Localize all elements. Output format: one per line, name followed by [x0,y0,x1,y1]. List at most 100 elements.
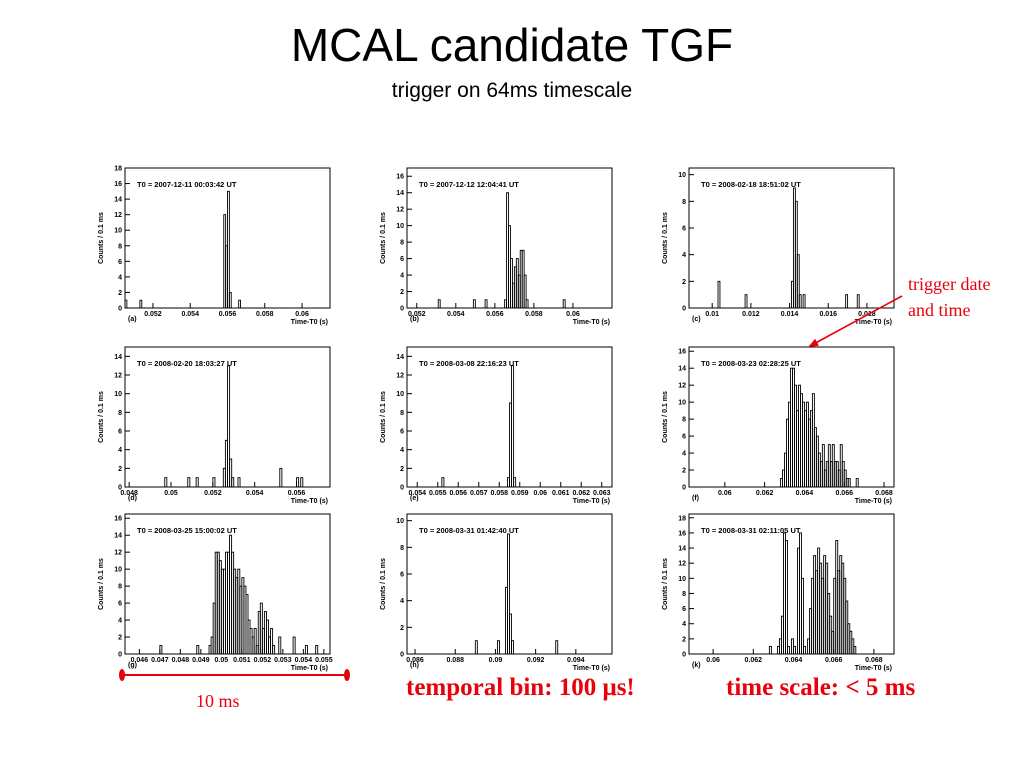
panel-letter: (h) [410,662,419,669]
page-title: MCAL candidate TGF [290,19,734,71]
histogram-bin [474,640,478,655]
y-tick-label: 2 [682,468,686,475]
x-tick-label: 0.066 [825,657,843,664]
x-tick-label: 0.06 [706,657,720,664]
x-tick-label: 0.052 [204,490,222,497]
y-axis-label: Counts / 0.1 ms [380,558,387,610]
y-tick-label: 4 [118,618,122,625]
histogram-bin [231,477,235,488]
x-tick-label: 0.062 [745,657,763,664]
y-tick-label: 12 [114,550,122,557]
x-tick-label: 0.088 [446,657,464,664]
histogram-bin [509,613,512,655]
x-tick-label: 0.05 [215,657,229,664]
histogram-bin [278,636,282,655]
histogram-bin [304,645,308,655]
histogram-bin [507,533,510,655]
x-tick-label: 0.053 [274,657,292,664]
histogram-bin [796,254,800,309]
x-tick-label: 0.052 [144,311,162,318]
histogram-bin [496,640,500,655]
x-tick-label: 0.048 [172,657,190,664]
y-axis-label: Counts / 0.1 ms [662,558,669,610]
histogram-bin [472,299,476,309]
y-tick-label: 16 [396,174,404,181]
histogram-bin [196,645,200,655]
histogram-bin [562,299,566,309]
x-tick-label: 0.054 [295,657,313,664]
x-axis-label: Time-T0 (s) [291,319,328,326]
y-tick-label: 8 [118,410,122,417]
y-tick-label: 14 [396,190,404,197]
y-tick-label: 16 [114,181,122,188]
histogram-bin [124,299,128,309]
y-tick-label: 4 [400,273,404,280]
x-tick-label: 0.055 [315,657,333,664]
histogram-bin [187,477,191,488]
x-tick-label: 0.064 [785,657,803,664]
x-axis-label: Time-T0 (s) [573,665,610,672]
plot-frame [688,513,895,655]
y-tick-label: 4 [118,274,122,281]
panel-letter: (b) [410,316,419,323]
x-tick-label: 0.06 [295,311,309,318]
histogram-bin [229,458,233,488]
x-tick-label: 0.086 [406,657,424,664]
histogram-bin [744,294,748,309]
y-tick-label: 10 [396,391,404,398]
x-tick-label: 0.018 [858,311,876,318]
y-tick-label: 10 [396,518,404,525]
y-tick-label: 10 [678,576,686,583]
y-tick-label: 0 [118,485,122,492]
x-tick-label: 0.049 [192,657,210,664]
histogram-bin [212,477,216,488]
histogram-bin [511,640,514,655]
x-tick-label: 0.048 [120,490,138,497]
histogram-bin [484,299,488,309]
histogram-bin [525,299,529,309]
histogram-panel: 0 2 4 6 8 10 12 14 16 0.052 0.054 0.056 0.058 0.06Tim… [380,167,613,326]
y-tick-label: 6 [118,259,122,266]
y-tick-label: 12 [678,383,686,390]
y-axis-label: Counts / 0.1 ms [662,212,669,264]
x-tick-label: 0.012 [742,311,760,318]
y-tick-label: 2 [400,466,404,473]
panel-letter: (f) [692,495,699,502]
y-tick-label: 2 [400,289,404,296]
histogram-bin [856,294,860,309]
x-tick-label: 0.051 [233,657,251,664]
x-axis-label: Time-T0 (s) [855,665,892,672]
histogram-bin [555,640,559,655]
trigger-date-annotation: trigger date and time [908,271,990,323]
x-axis-label: Time-T0 (s) [855,498,892,505]
y-tick-label: 10 [114,391,122,398]
y-tick-label: 8 [682,591,686,598]
histogram-bin [253,628,257,655]
x-tick-label: 0.055 [429,490,447,497]
panel-letter: (k) [692,662,701,669]
x-tick-label: 0.054 [246,490,264,497]
y-tick-label: 2 [118,466,122,473]
y-axis-label: Counts / 0.1 ms [380,212,387,264]
x-tick-label: 0.058 [256,311,274,318]
x-tick-label: 0.054 [181,311,199,318]
y-tick-label: 4 [682,451,686,458]
histogram-bin [802,294,806,309]
histogram-bin [821,444,825,488]
y-tick-label: 2 [400,625,404,632]
x-tick-label: 0.054 [408,490,426,497]
x-tick-label: 0.066 [835,490,853,497]
y-tick-label: 6 [400,429,404,436]
y-tick-label: 0 [118,652,122,659]
ten-ms-label: 10 ms [196,691,240,711]
x-tick-label: 0.056 [288,490,306,497]
y-tick-label: 18 [114,166,122,173]
histogram-bin [279,467,283,488]
x-tick-label: 0.058 [525,311,543,318]
trigger-date-line-2: and time [908,300,971,320]
y-tick-label: 4 [118,447,122,454]
trigger-time-label: T0 = 2007-12-12 12:04:41 UT [419,180,519,189]
histogram-bin [195,477,199,488]
